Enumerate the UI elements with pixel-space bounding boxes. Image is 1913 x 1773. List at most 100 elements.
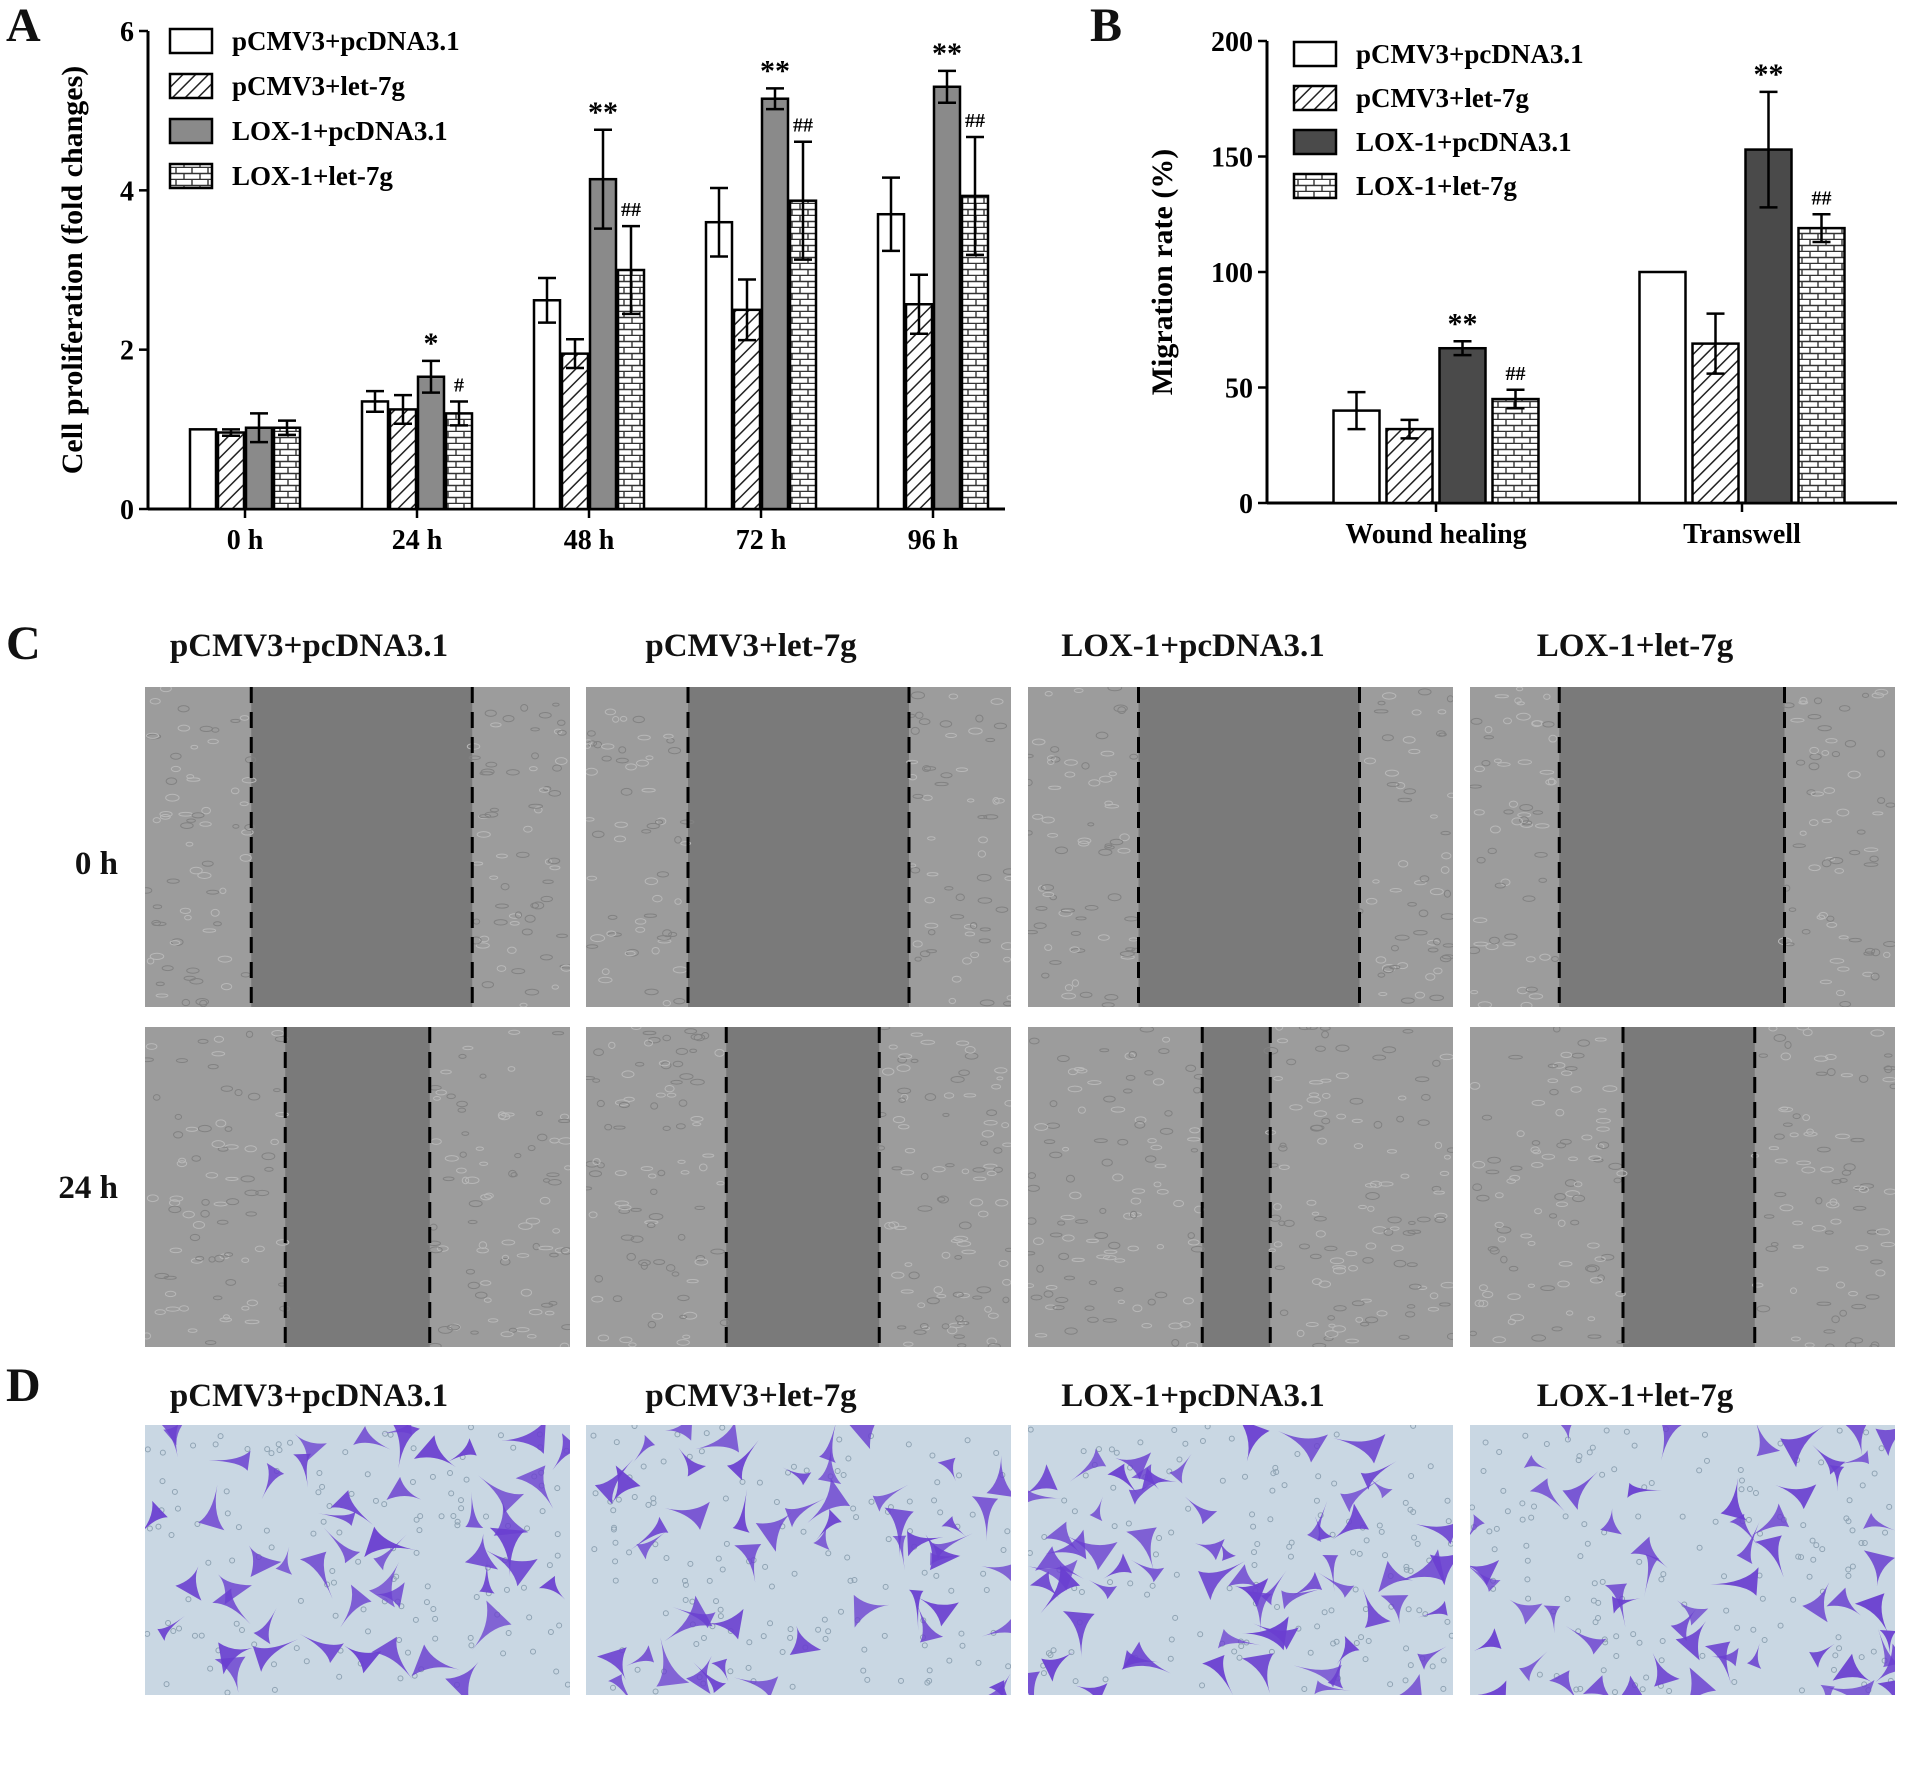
cell-outline [1117,1299,1125,1305]
legend-label: pCMV3+let-7g [232,71,405,101]
migrated-cell [1529,1478,1565,1512]
membrane-pore [1738,1486,1745,1493]
cell-outline [1057,1055,1070,1063]
migrated-cell [937,1457,956,1482]
wound-gap [688,687,909,1007]
membrane-pore [1660,1571,1667,1578]
cell-outline [192,1220,206,1229]
cell-outline [1442,943,1453,948]
cell-outline [1134,1116,1147,1124]
membrane-pore [1543,1441,1550,1448]
cell-outline [1414,1076,1430,1083]
membrane-pore [719,1425,726,1431]
migrated-cell [789,1625,822,1655]
membrane-pore [762,1563,769,1570]
cell-outline [1069,946,1080,953]
cell-outline [1104,994,1119,1001]
cell-outline [159,814,171,820]
migrated-cell [907,1531,944,1557]
membrane-pore [1630,1631,1637,1638]
cell-outline [177,705,190,713]
cell-outline [1509,1313,1525,1322]
cell-outline [1345,1338,1360,1344]
cell-outline [680,1170,690,1175]
cell-outline [1104,844,1115,850]
cell-outline [1427,1306,1440,1312]
cell-outline [936,1196,946,1202]
cell-outline [1548,734,1558,743]
membrane-pore [610,1507,617,1514]
membrane-pore [1378,1528,1385,1535]
membrane-pore [1795,1553,1802,1560]
membrane-pore [1623,1428,1630,1435]
membrane-pore [417,1513,424,1520]
membrane-pore [205,1559,212,1566]
cell-outline [945,1163,955,1168]
cell-outline [1573,1181,1583,1188]
membrane-pore [1564,1595,1571,1602]
cell-outline [1869,855,1879,863]
cell-outline [1389,888,1402,893]
cell-outline [1402,736,1416,744]
cell-outline [481,981,495,989]
cell-outline [146,1194,159,1203]
migrated-cell [493,1499,529,1536]
membrane-pore [881,1632,888,1639]
cell-outline [1430,814,1438,819]
migrated-cell [1115,1452,1152,1480]
membrane-pore [1387,1681,1394,1688]
cell-outline [1041,972,1050,979]
cell-outline [1185,1064,1197,1072]
cell-outline [1393,1259,1407,1268]
chart-a-bar [416,375,446,511]
membrane-pore [1172,1614,1179,1621]
cell-outline [1504,933,1518,940]
membrane-pore [1600,1667,1607,1674]
cell-outline [1865,1294,1880,1300]
cell-outline [1487,1246,1499,1252]
chart-b-bar [1438,346,1487,505]
membrane-pore [1531,1503,1538,1510]
migrated-cell [411,1644,460,1677]
cell-outline [1500,1255,1508,1264]
cell-outline [601,755,612,762]
cell-outline [1103,1249,1118,1254]
cell-outline [475,1146,484,1151]
cell-outline [1487,847,1497,855]
cell-outline [528,1308,543,1316]
migrated-cell [371,1636,413,1680]
migrated-cell [632,1434,656,1464]
membrane-pore [1832,1652,1839,1659]
cell-outline [1595,1143,1605,1150]
membrane-pore [1281,1482,1288,1489]
cell-outline [1810,791,1824,797]
cell-outline [586,817,595,822]
cell-outline [1419,875,1430,883]
cell-outline [1069,1191,1082,1200]
cell-outline [1801,1166,1816,1174]
cell-outline [1088,1280,1098,1286]
migrated-cell [734,1543,762,1583]
membrane-pore [320,1518,327,1525]
membrane-pore [590,1432,597,1439]
membrane-pore [1362,1656,1369,1663]
legend-swatch [1292,84,1338,112]
cell-outline [1427,947,1439,953]
cell-outline [1132,1304,1143,1313]
migrated-cell [664,1595,713,1642]
cell-outline [1751,1282,1764,1288]
cell-outline [1494,1221,1504,1229]
cell-outline [514,1153,522,1159]
membrane-pore [316,1469,323,1476]
cell-outline [958,1069,970,1076]
cell-outline [1107,893,1122,902]
membrane-pore [1152,1551,1159,1558]
cell-outline [1869,1344,1879,1347]
membrane-pore [1444,1618,1451,1625]
cell-outline [653,1259,666,1265]
cell-outline [538,712,552,719]
membrane-pore [1199,1437,1206,1444]
cell-outline [985,737,996,743]
cell-outline [1382,966,1394,974]
cell-outline [1532,1149,1542,1155]
